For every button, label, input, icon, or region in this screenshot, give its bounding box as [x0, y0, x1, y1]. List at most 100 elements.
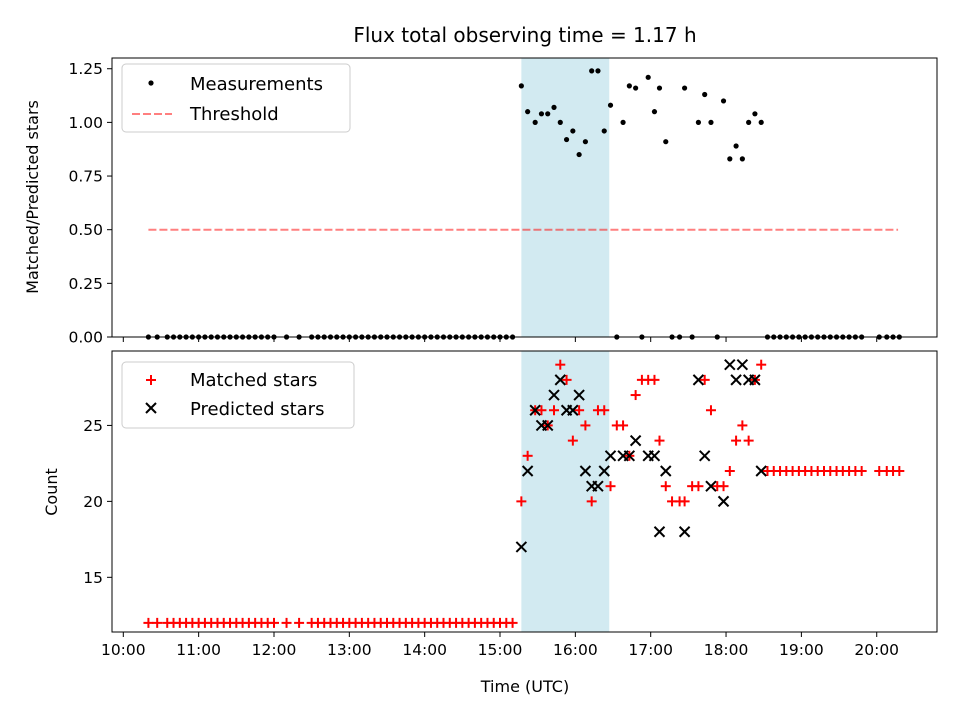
x-tick-label: 11:00 — [176, 641, 221, 659]
x-tick-label: 12:00 — [252, 641, 297, 659]
matched-star-point — [856, 465, 867, 476]
measurement-point — [595, 68, 601, 74]
matched-star-point — [731, 435, 742, 446]
predicted-star-point — [598, 465, 610, 477]
top-y-tick-label: 0.50 — [68, 221, 103, 239]
x-axis-label: Time (UTC) — [480, 677, 569, 696]
matched-star-point — [599, 405, 610, 416]
top-legend-box — [121, 63, 351, 133]
matched-star-point — [699, 374, 710, 385]
x-tick-label: 20:00 — [854, 641, 899, 659]
measurement-point — [695, 119, 702, 125]
predicted-star-point — [678, 526, 691, 538]
top-y-axis-label: Matched/Predicted stars — [23, 100, 42, 294]
matched-star-point — [605, 481, 616, 492]
matched-star-point — [718, 481, 729, 492]
measurement-point — [620, 119, 626, 125]
predicted-star-point — [579, 465, 592, 477]
measurement-point — [576, 151, 582, 158]
top-y-tick-label: 0.25 — [68, 275, 103, 293]
measurement-point — [589, 68, 595, 74]
matched-star-point — [281, 617, 292, 628]
bottom-y-tick-label: 25 — [83, 417, 103, 435]
measurement-point — [752, 111, 758, 117]
top-y-tick-label: 1.00 — [68, 114, 103, 132]
top-shaded-interval — [521, 58, 610, 337]
top-y-ticks: 0.00 0.25 0.50 0.75 1.00 1.25 — [68, 60, 112, 347]
legend-matched-label: Matched stars — [190, 370, 317, 391]
matched-star-point — [693, 481, 704, 492]
top-y-tick-label: 0.00 — [68, 329, 103, 347]
measurement-point — [626, 83, 632, 89]
measurement-point — [727, 156, 733, 162]
matched-star-point — [743, 435, 754, 446]
measurement-point — [645, 74, 651, 80]
legend-matched-marker — [146, 375, 156, 385]
top-legend: Measurements Threshold — [121, 63, 351, 133]
measurement-point — [739, 156, 745, 162]
predicted-star-point — [604, 450, 617, 462]
predicted-star-point — [730, 374, 742, 386]
matched-star-point — [660, 481, 671, 492]
matched-star-point — [516, 496, 527, 507]
x-tick-label: 18:00 — [704, 641, 749, 659]
matched-star-point — [756, 359, 767, 370]
measurement-point — [720, 98, 727, 104]
predicted-star-point — [660, 465, 672, 477]
bottom-y-axis-label: Count — [42, 468, 61, 516]
predicted-star-point — [698, 450, 711, 462]
count-points — [143, 358, 905, 628]
x-tick-label: 16:00 — [553, 641, 598, 659]
predicted-star-point — [755, 465, 767, 477]
measurement-point — [601, 128, 607, 134]
measurement-point — [663, 139, 669, 145]
measurement-point — [702, 91, 708, 98]
predicted-star-point — [736, 358, 749, 371]
measurement-point — [633, 85, 639, 91]
measurement-point — [563, 136, 570, 143]
predicted-star-point — [653, 526, 666, 538]
top-y-tick-label: 1.25 — [68, 60, 103, 78]
matched-star-point — [567, 435, 578, 446]
matched-star-point — [654, 435, 665, 446]
measurement-point — [651, 109, 658, 115]
measurement-point — [532, 119, 538, 125]
matched-star-point — [294, 617, 305, 628]
measurement-point — [545, 111, 551, 117]
measurement-point — [656, 85, 663, 91]
legend-predicted-marker — [145, 402, 157, 414]
matched-star-point — [586, 496, 597, 507]
predicted-star-point — [567, 404, 579, 416]
predicted-star-point — [724, 358, 736, 371]
legend-predicted-label: Predicted stars — [190, 399, 324, 420]
matched-star-point — [561, 374, 572, 385]
measurement-point — [525, 109, 531, 115]
measurement-point — [538, 111, 545, 117]
x-tick-label: 13:00 — [327, 641, 372, 659]
predicted-star-point — [521, 465, 534, 477]
bottom-legend: Matched stars Predicted stars — [121, 361, 355, 429]
top-y-tick-label: 0.75 — [68, 168, 103, 186]
matched-star-point — [555, 359, 566, 370]
matched-star-point — [724, 465, 735, 476]
matched-star-point — [679, 496, 690, 507]
measurement-point — [570, 128, 576, 134]
bottom-shaded-interval — [521, 351, 610, 632]
measurement-point — [708, 119, 714, 125]
x-tick-label: 10:00 — [101, 641, 146, 659]
matched-star-point — [894, 465, 905, 476]
measurement-point — [557, 119, 563, 125]
measurement-point — [733, 143, 739, 149]
predicted-star-point — [573, 389, 585, 401]
measurement-point — [746, 119, 752, 125]
bottom-y-tick-label: 15 — [83, 569, 103, 587]
predicted-star-point — [592, 480, 604, 492]
predicted-star-point — [629, 434, 642, 447]
matched-star-point — [549, 405, 560, 416]
bottom-y-ticks: 15 20 25 — [83, 417, 112, 587]
legend-threshold-label: Threshold — [189, 104, 279, 125]
bottom-legend-box — [121, 361, 355, 429]
top-x-ticks — [122, 337, 878, 342]
matched-star-point — [522, 450, 533, 461]
